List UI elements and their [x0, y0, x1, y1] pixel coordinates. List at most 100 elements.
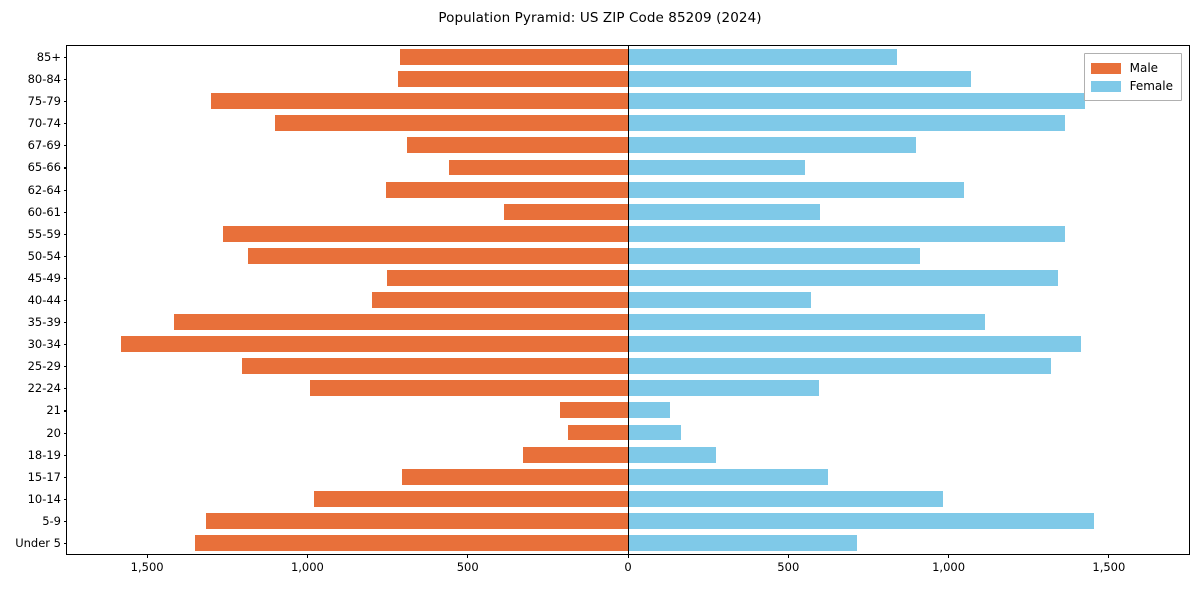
y-tick-label: 70-74 — [27, 116, 61, 131]
bar-male — [386, 269, 628, 286]
y-tick-mark — [63, 255, 67, 257]
y-tick-label: 45-49 — [27, 270, 61, 285]
x-tick-mark — [306, 554, 309, 558]
x-tick-mark — [1108, 554, 1110, 558]
x-tick-label: 1,500 — [130, 560, 164, 574]
y-tick-label: 65-66 — [27, 160, 61, 175]
y-tick-label: 35-39 — [27, 315, 61, 330]
bar-male — [248, 247, 628, 264]
bar-row — [67, 225, 1189, 242]
x-tick-mark — [146, 554, 148, 558]
bar-female — [628, 181, 964, 198]
bar-male — [223, 225, 628, 242]
bar-male — [174, 314, 628, 331]
bar-row — [67, 115, 1189, 132]
y-tick-mark — [63, 101, 67, 103]
y-tick-label: 10-14 — [27, 491, 61, 506]
bar-row — [67, 490, 1189, 507]
bar-female — [628, 203, 821, 220]
y-tick-mark — [63, 300, 67, 302]
y-tick-label: Under 5 — [15, 535, 61, 550]
bar-row — [67, 380, 1189, 397]
bar-female — [628, 336, 1082, 353]
y-tick-label: 15-17 — [27, 469, 61, 484]
bar-row — [67, 247, 1189, 264]
y-tick-mark — [63, 277, 67, 279]
chart-title: Population Pyramid: US ZIP Code 85209 (2… — [438, 10, 762, 26]
y-tick-label: 22-24 — [27, 381, 61, 396]
bar-female — [628, 424, 681, 441]
bar-female — [628, 49, 898, 65]
y-tick-mark — [63, 322, 67, 324]
bar-male — [567, 424, 628, 441]
y-tick-mark — [63, 123, 67, 125]
bar-male — [402, 468, 628, 485]
bar-row — [67, 424, 1189, 441]
legend-label-female: Female — [1129, 79, 1173, 93]
bar-female — [628, 535, 857, 551]
bar-male — [195, 535, 628, 551]
bar-female — [628, 446, 717, 463]
bar-row — [67, 468, 1189, 485]
y-tick-label: 55-59 — [27, 226, 61, 241]
x-tick-label: 500 — [456, 560, 479, 574]
bar-female — [628, 115, 1066, 132]
plot-area: Male Female Under 5 5-9 10-14 15-17 18-19 20 2… — [15, 45, 1190, 574]
bar-male — [313, 490, 628, 507]
x-tick-mark — [467, 554, 469, 558]
y-tick-label: 60-61 — [27, 204, 61, 219]
bar-female — [628, 71, 972, 88]
y-tick-mark — [63, 476, 67, 478]
bar-row — [67, 49, 1189, 65]
bar-row — [67, 292, 1189, 308]
bar-female — [628, 358, 1052, 375]
bar-row — [67, 71, 1189, 88]
y-tick-mark — [63, 57, 67, 59]
bar-row — [67, 402, 1189, 419]
legend: Male Female — [1083, 53, 1182, 101]
bar-female — [628, 402, 670, 419]
bar-male — [523, 446, 628, 463]
y-tick-label: 21 — [46, 403, 61, 418]
y-tick-mark — [63, 366, 67, 368]
y-tick-mark — [63, 233, 67, 235]
y-tick-label: 75-79 — [27, 94, 61, 109]
legend-item-male: Male — [1090, 59, 1173, 77]
legend-swatch-male — [1090, 62, 1121, 74]
x-tick-label: 1,500 — [1092, 560, 1126, 574]
x-tick-mark — [948, 554, 950, 558]
bar-male — [448, 159, 628, 176]
bar-female — [628, 137, 916, 154]
y-tick-mark — [63, 432, 67, 434]
x-tick-mark — [787, 554, 789, 558]
bar-row — [67, 137, 1189, 154]
x-tick-label: 0 — [624, 560, 632, 574]
bar-male — [504, 203, 628, 220]
x-tick-label: 1,000 — [290, 560, 324, 574]
bar-row — [67, 446, 1189, 463]
bar-male — [385, 181, 628, 198]
bar-row — [67, 159, 1189, 176]
x-tick-mark — [627, 554, 629, 558]
bar-row — [67, 181, 1189, 198]
bar-male — [120, 336, 628, 353]
bar-female — [628, 314, 986, 331]
bar-row — [67, 535, 1189, 551]
bar-male — [274, 115, 628, 132]
legend-label-male: Male — [1129, 61, 1159, 75]
x-tick-label: 500 — [777, 560, 800, 574]
bar-female — [628, 512, 1095, 529]
bar-female — [628, 225, 1066, 242]
bar-male — [242, 358, 628, 375]
y-tick-mark — [63, 211, 67, 213]
bar-male — [398, 71, 628, 88]
bar-female — [628, 247, 921, 264]
bar-female — [628, 159, 806, 176]
bar-male — [399, 49, 628, 65]
bar-female — [628, 380, 820, 397]
x-tick-label: 1,000 — [932, 560, 966, 574]
legend-swatch-female — [1090, 80, 1121, 92]
bar-male — [310, 380, 628, 397]
y-tick-mark — [63, 454, 67, 456]
